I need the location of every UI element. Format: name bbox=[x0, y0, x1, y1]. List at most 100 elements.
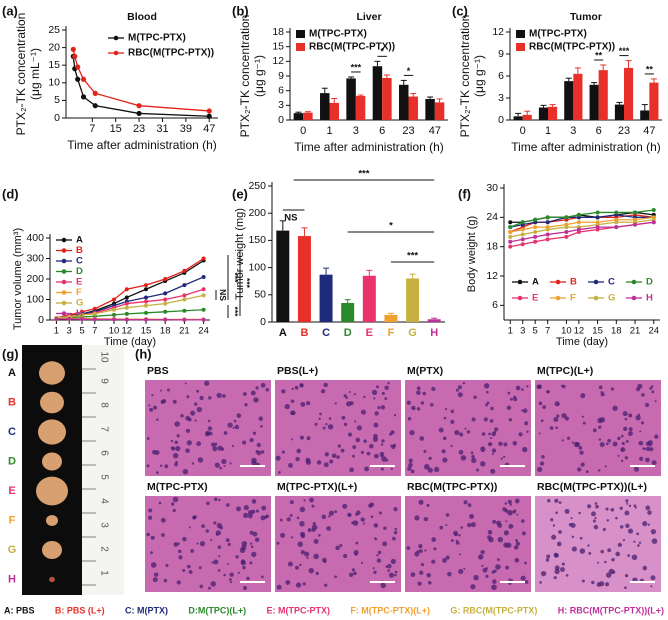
nucleus bbox=[188, 570, 193, 574]
nucleus bbox=[643, 447, 646, 450]
nucleus bbox=[246, 576, 250, 581]
nucleus bbox=[486, 401, 490, 405]
nucleus bbox=[218, 555, 221, 558]
nucleus bbox=[590, 511, 596, 517]
x-tick-label: 15 bbox=[141, 326, 152, 337]
nucleus bbox=[638, 541, 642, 545]
nucleus bbox=[516, 513, 519, 516]
x-tick-label: 7 bbox=[89, 123, 95, 135]
image-label: M(PTX) bbox=[407, 365, 443, 377]
point bbox=[651, 220, 656, 225]
nucleus bbox=[360, 561, 364, 564]
legend-label: G bbox=[608, 293, 615, 304]
point bbox=[206, 108, 212, 114]
nucleus bbox=[177, 542, 180, 546]
nucleus bbox=[225, 538, 230, 543]
nucleus bbox=[490, 437, 493, 440]
nucleus bbox=[610, 387, 615, 391]
nucleus bbox=[377, 406, 381, 410]
nucleus bbox=[460, 455, 467, 461]
nucleus bbox=[524, 561, 527, 565]
x-tick-label: 47 bbox=[643, 125, 655, 137]
x-tick-label: 3 bbox=[570, 125, 576, 137]
legend-label: B bbox=[570, 277, 577, 288]
nucleus bbox=[634, 506, 637, 509]
nucleus bbox=[207, 426, 213, 431]
series-line bbox=[56, 257, 204, 319]
point bbox=[70, 46, 76, 52]
nucleus bbox=[460, 526, 463, 529]
histology-image bbox=[275, 496, 401, 592]
nucleus bbox=[299, 435, 304, 440]
nucleus bbox=[356, 510, 361, 516]
nucleus bbox=[637, 544, 640, 547]
y-tick-label: 20 bbox=[48, 41, 60, 53]
nucleus bbox=[312, 522, 316, 526]
nucleus bbox=[299, 506, 306, 513]
nucleus bbox=[217, 545, 222, 550]
nucleus bbox=[549, 426, 554, 430]
nucleus bbox=[624, 456, 629, 460]
point bbox=[564, 225, 569, 230]
nucleus bbox=[325, 422, 328, 426]
x-tick-label: 1 bbox=[326, 125, 332, 137]
bar bbox=[434, 102, 445, 120]
nucleus bbox=[394, 573, 397, 577]
nucleus bbox=[378, 511, 382, 515]
nucleus bbox=[470, 584, 476, 590]
point bbox=[112, 307, 116, 312]
y-axis-label: (μg g⁻¹) bbox=[472, 55, 486, 97]
nucleus bbox=[342, 503, 348, 509]
point bbox=[508, 244, 513, 249]
x-tick-label: A bbox=[279, 327, 287, 339]
nucleus bbox=[645, 457, 650, 463]
x-axis-label: Time (day) bbox=[556, 336, 608, 348]
nucleus bbox=[503, 455, 506, 458]
x-tick-label: 3 bbox=[520, 326, 525, 337]
nucleus bbox=[255, 509, 260, 513]
bar bbox=[427, 319, 441, 322]
ruler-number: 9 bbox=[98, 378, 109, 384]
nucleus bbox=[650, 585, 653, 588]
nucleus bbox=[161, 533, 165, 537]
nucleus bbox=[571, 535, 575, 539]
x-tick-label: 18 bbox=[160, 326, 171, 337]
x-tick-label: 7 bbox=[545, 326, 550, 337]
x-tick-label: E bbox=[366, 327, 373, 339]
nucleus bbox=[471, 454, 475, 459]
nucleus bbox=[429, 402, 434, 407]
nucleus bbox=[221, 458, 227, 465]
point bbox=[595, 215, 600, 220]
nucleus bbox=[617, 542, 622, 548]
nucleus bbox=[615, 516, 618, 520]
nucleus bbox=[318, 534, 321, 537]
nucleus bbox=[414, 515, 420, 521]
nucleus bbox=[217, 569, 221, 572]
nucleus bbox=[428, 456, 432, 461]
series-line bbox=[510, 209, 654, 228]
nucleus bbox=[258, 416, 264, 421]
nucleus bbox=[297, 541, 303, 547]
nucleus bbox=[621, 441, 625, 446]
nucleus bbox=[593, 524, 599, 530]
x-tick-label: 15 bbox=[592, 326, 603, 337]
nucleus bbox=[280, 532, 286, 538]
x-tick-label: 24 bbox=[198, 326, 209, 337]
nucleus bbox=[313, 553, 319, 560]
nucleus bbox=[639, 456, 644, 461]
nucleus bbox=[447, 571, 452, 577]
group-label: H bbox=[8, 573, 16, 585]
nucleus bbox=[545, 558, 550, 562]
nucleus bbox=[172, 452, 179, 459]
nucleus bbox=[163, 578, 168, 583]
nucleus bbox=[394, 527, 398, 531]
bar bbox=[382, 77, 392, 120]
point bbox=[520, 237, 525, 242]
nucleus bbox=[326, 526, 331, 531]
nucleus bbox=[352, 520, 359, 526]
nucleus bbox=[255, 386, 259, 390]
nucleus bbox=[617, 436, 621, 441]
nucleus bbox=[387, 563, 392, 569]
point bbox=[92, 317, 97, 322]
nucleus bbox=[382, 541, 388, 547]
